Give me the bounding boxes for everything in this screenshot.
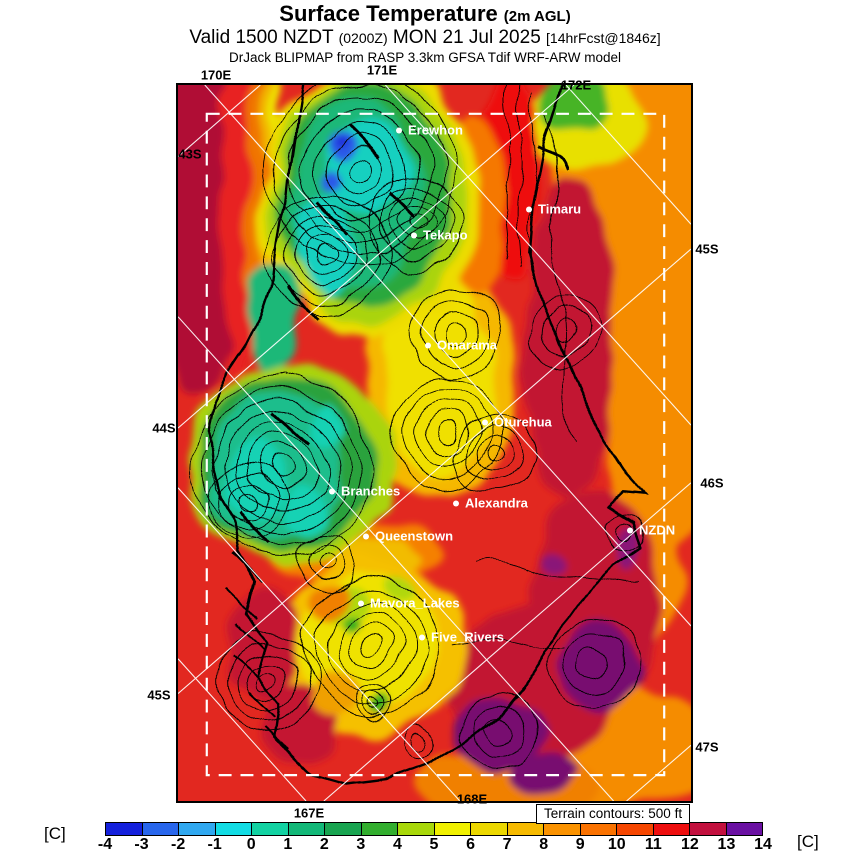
colorbar xyxy=(105,822,763,836)
colorbar-tick-label: -2 xyxy=(170,836,186,853)
colorbar-segment xyxy=(580,823,617,835)
colorbar-tick-label: -4 xyxy=(97,836,113,853)
grid-label-45s: 45S xyxy=(147,687,171,703)
colorbar-tick-label: -3 xyxy=(134,836,149,853)
colorbar-segment xyxy=(653,823,690,835)
colorbar-segment xyxy=(179,823,216,835)
grid-label-44s: 44S xyxy=(152,420,176,436)
colorbar-tick-label: 12 xyxy=(680,836,699,853)
colorbar-segment xyxy=(434,823,471,835)
grid-label-45s: 45S xyxy=(695,241,719,257)
grid-label-47s: 47S xyxy=(695,739,719,755)
colorbar-segment xyxy=(726,823,762,835)
colorbar-tick-label: 0 xyxy=(246,836,256,853)
grid-label-167e: 167E xyxy=(293,805,325,821)
colorbar-segment xyxy=(106,823,143,835)
colorbar-tick-label: 1 xyxy=(283,836,293,853)
valid-zulu: (0200Z) xyxy=(338,30,388,47)
colorbar-segment xyxy=(288,823,325,835)
model-line: DrJack BLIPMAP from RASP 3.3km GFSA Tdif… xyxy=(228,50,622,66)
domain-boundary xyxy=(205,112,666,777)
colorbar-segment xyxy=(215,823,252,835)
colorbar-tick-label: 9 xyxy=(575,836,585,853)
terrain-note: Terrain contours: 500 ft xyxy=(536,804,691,824)
colorbar-tick-label: 6 xyxy=(466,836,475,853)
colorbar-segment xyxy=(690,823,727,835)
header: Surface Temperature (2m AGL) Valid 1500 N… xyxy=(0,1,850,66)
colorbar-segment xyxy=(398,823,435,835)
colorbar-unit-right: [C] xyxy=(797,832,819,851)
colorbar-ticks: -4 -3 -2 -1 0 1 2 3 4 5 6 7 8 9 10 11 12 13 14 xyxy=(98,836,772,858)
colorbar-tick-label: 5 xyxy=(429,836,439,853)
colorbar-segment xyxy=(507,823,544,835)
grid-label-170e: 170E xyxy=(200,67,232,83)
colorbar-tick-label: 14 xyxy=(754,836,772,853)
colorbar-unit-left: [C] xyxy=(44,824,66,843)
colorbar-segment xyxy=(617,823,654,835)
temperature-field-svg xyxy=(178,85,691,801)
colorbar-tick-label: 2 xyxy=(319,836,329,853)
valid-fcst: [14hrFcst@1846z] xyxy=(546,30,661,47)
forecast-map: Erewhon Timaru Tekapo Omarama Oturehua Branch… xyxy=(176,83,693,803)
colorbar-segment xyxy=(361,823,398,835)
colorbar-tick-label: 4 xyxy=(392,836,402,853)
valid-date: MON 21 Jul 2025 xyxy=(392,27,541,49)
valid-time: Valid 1500 NZDT xyxy=(189,27,334,49)
grid-label-46s: 46S xyxy=(700,475,724,491)
colorbar-segment xyxy=(471,823,508,835)
colorbar-segment xyxy=(142,823,179,835)
title-note: (2m AGL) xyxy=(503,8,571,25)
colorbar-tick-label: 13 xyxy=(717,836,736,853)
title-line: Surface Temperature (2m AGL) xyxy=(0,1,850,26)
colorbar-tick-label: 10 xyxy=(607,836,626,853)
colorbar-tick-label: 8 xyxy=(539,836,549,853)
colorbar-tick-label: 3 xyxy=(356,836,366,853)
valid-line: Valid 1500 NZDT (0200Z) MON 21 Jul 2025 … xyxy=(0,27,850,49)
colorbar-tick-label: -1 xyxy=(207,836,222,853)
colorbar-segment xyxy=(544,823,581,835)
colorbar-segment xyxy=(325,823,362,835)
colorbar-segment xyxy=(252,823,289,835)
colorbar-tick-label: 7 xyxy=(502,836,512,853)
page-title: Surface Temperature xyxy=(279,1,498,26)
colorbar-tick-label: 11 xyxy=(644,836,662,853)
